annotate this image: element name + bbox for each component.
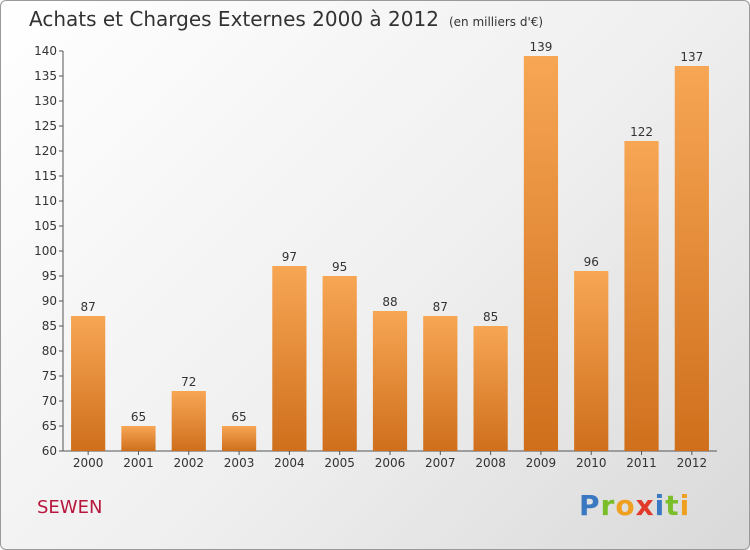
- bar-value-label: 87: [81, 300, 96, 314]
- logo-letter: P: [579, 489, 601, 522]
- x-tick-label: 2004: [274, 456, 305, 470]
- y-tick-label: 120: [34, 144, 57, 158]
- bar: [372, 311, 408, 451]
- chart-bars: [71, 56, 709, 451]
- x-tick-label: 2009: [526, 456, 557, 470]
- bar: [523, 56, 559, 451]
- bar: [221, 426, 257, 451]
- y-tick-label: 65: [42, 419, 57, 433]
- y-tick-label: 115: [34, 169, 57, 183]
- bar: [71, 316, 106, 451]
- bar-value-label: 72: [181, 375, 196, 389]
- bar-value-label: 97: [282, 250, 297, 264]
- bar-value-label: 122: [630, 125, 653, 139]
- logo-letter: t: [665, 489, 680, 522]
- chart-axes: 60 65 70 75 80 85 90 95 100 105 110 115 120 125 130 135…: [34, 44, 717, 470]
- bar-value-label: 87: [433, 300, 448, 314]
- x-tick-label: 2011: [626, 456, 657, 470]
- commune-name: SEWEN: [37, 497, 103, 518]
- bar-value-label: 88: [382, 295, 397, 309]
- chart-title: Achats et Charges Externes 2000 à 2012 (e…: [29, 7, 543, 31]
- logo-letter: o: [615, 489, 636, 522]
- bar: [473, 326, 508, 451]
- x-tick-label: 2007: [425, 456, 456, 470]
- bar-value-label: 137: [680, 50, 703, 64]
- y-tick-label: 80: [42, 344, 57, 358]
- x-tick-label: 2003: [224, 456, 255, 470]
- bar: [121, 426, 156, 451]
- x-tick-label: 2012: [677, 456, 708, 470]
- logo-letter: x: [635, 489, 655, 522]
- bar: [624, 141, 659, 451]
- proxiti-logo[interactable]: Proxiti: [579, 489, 690, 522]
- y-tick-label: 125: [34, 119, 57, 133]
- bar-value-label: 139: [529, 40, 552, 54]
- y-tick-label: 85: [42, 319, 57, 333]
- bar-value-label: 65: [131, 410, 146, 424]
- bar-value-label: 96: [584, 255, 599, 269]
- bar-value-label: 65: [231, 410, 246, 424]
- y-tick-label: 135: [34, 69, 57, 83]
- x-tick-label: 2005: [324, 456, 355, 470]
- y-tick-label: 75: [42, 369, 57, 383]
- bar: [423, 316, 458, 451]
- x-tick-label: 2008: [475, 456, 506, 470]
- y-tick-label: 105: [34, 219, 57, 233]
- y-tick-label: 70: [42, 394, 57, 408]
- y-tick-label: 140: [34, 44, 57, 58]
- x-tick-label: 2001: [123, 456, 154, 470]
- chart-value-labels: 87 65 72 65 97 95 88 87 85 139 96 122 137: [81, 40, 704, 424]
- y-tick-label: 100: [34, 244, 57, 258]
- y-tick-label: 60: [42, 444, 57, 458]
- y-tick-label: 130: [34, 94, 57, 108]
- y-tick-label: 90: [42, 294, 57, 308]
- logo-letter: i: [654, 489, 666, 522]
- logo-letter: r: [600, 489, 616, 522]
- y-tick-label: 110: [34, 194, 57, 208]
- x-tick-label: 2010: [576, 456, 607, 470]
- bar: [171, 391, 206, 451]
- x-tick-label: 2000: [73, 456, 104, 470]
- bar: [322, 276, 357, 451]
- bar-value-label: 95: [332, 260, 347, 274]
- bar: [574, 271, 609, 451]
- bar: [674, 66, 709, 451]
- bar-value-label: 85: [483, 310, 498, 324]
- logo-letter: i: [679, 489, 691, 522]
- chart-title-text: Achats et Charges Externes 2000 à 2012: [29, 7, 439, 31]
- x-tick-label: 2002: [173, 456, 204, 470]
- x-tick-label: 2006: [375, 456, 406, 470]
- bar: [272, 266, 307, 451]
- y-tick-label: 95: [42, 269, 57, 283]
- chart-unit: (en milliers d'€): [448, 15, 544, 29]
